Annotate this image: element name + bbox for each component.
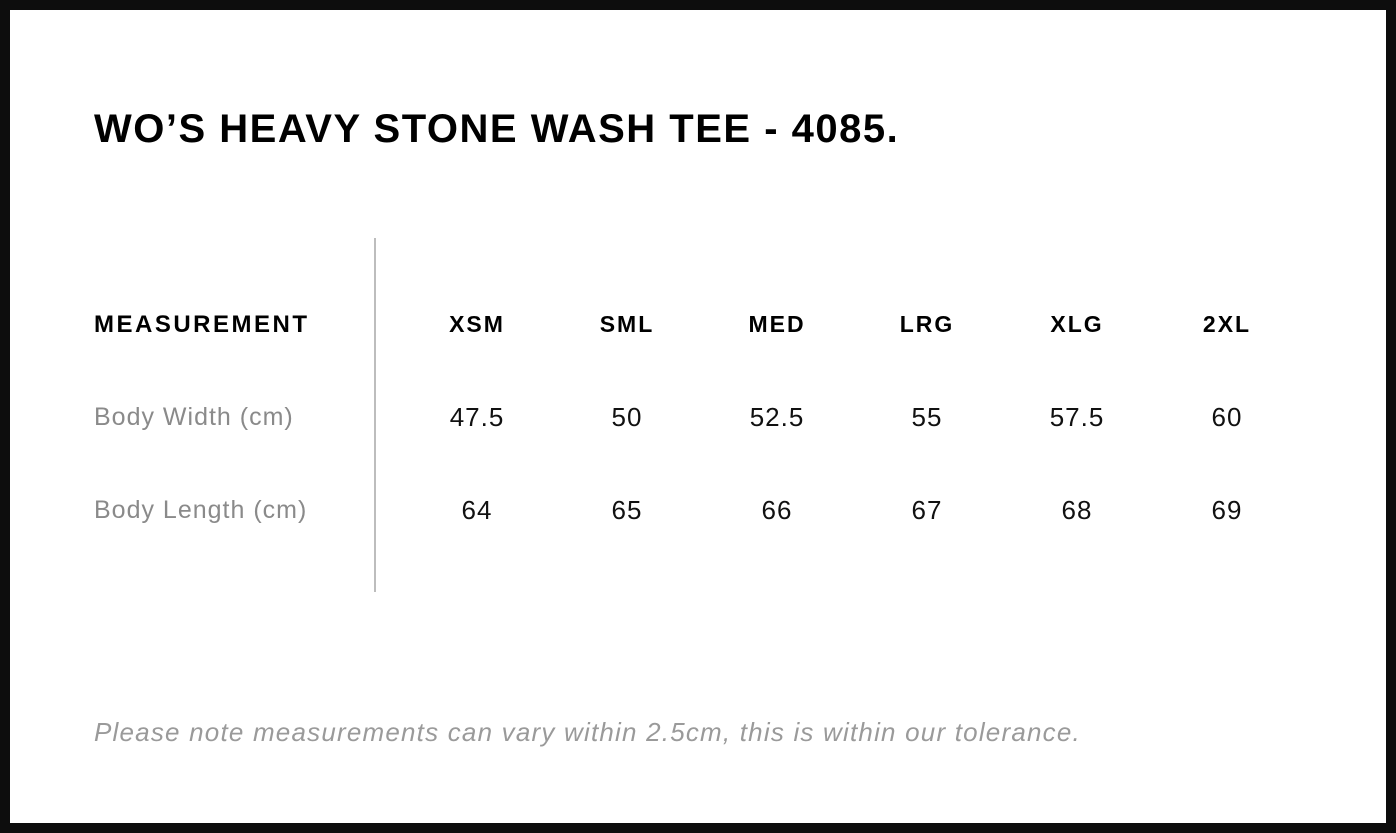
body-width-2xl: 60 [1211,402,1243,432]
table-header-row: MEASUREMENT XSM SML MED LRG XLG 2XL [94,278,1302,371]
page-title: WO’S HEAVY STONE WASH TEE - 4085. [94,107,900,151]
body-length-med: 66 [761,495,793,525]
body-length-lrg: 67 [911,495,943,525]
column-header-med: MED [748,311,806,337]
body-width-xsm: 47.5 [449,402,505,432]
row-label-body-length: Body Length (cm) [94,496,308,524]
body-width-lrg: 55 [911,402,943,432]
table-row-body-length: Body Length (cm) 64 65 66 67 68 69 [94,464,1302,557]
body-width-med: 52.5 [749,402,805,432]
body-length-sml: 65 [611,495,643,525]
column-header-xsm: XSM [449,311,505,337]
column-header-sml: SML [599,311,655,337]
body-width-sml: 50 [611,402,643,432]
column-header-2xl: 2XL [1202,311,1252,337]
body-width-xlg: 57.5 [1049,402,1105,432]
column-header-measurement: MEASUREMENT [94,310,310,338]
column-header-xlg: XLG [1050,311,1104,337]
body-length-xsm: 64 [461,495,493,525]
body-length-xlg: 68 [1061,495,1093,525]
row-label-body-width: Body Width (cm) [94,403,294,431]
size-chart-table: MEASUREMENT XSM SML MED LRG XLG 2XL Body… [94,278,1302,557]
table-divider-line [374,238,376,592]
column-header-lrg: LRG [899,311,955,337]
table-row-body-width: Body Width (cm) 47.5 50 52.5 55 57.5 60 [94,371,1302,464]
body-length-2xl: 69 [1211,495,1243,525]
tolerance-note: Please note measurements can vary within… [94,717,1081,747]
